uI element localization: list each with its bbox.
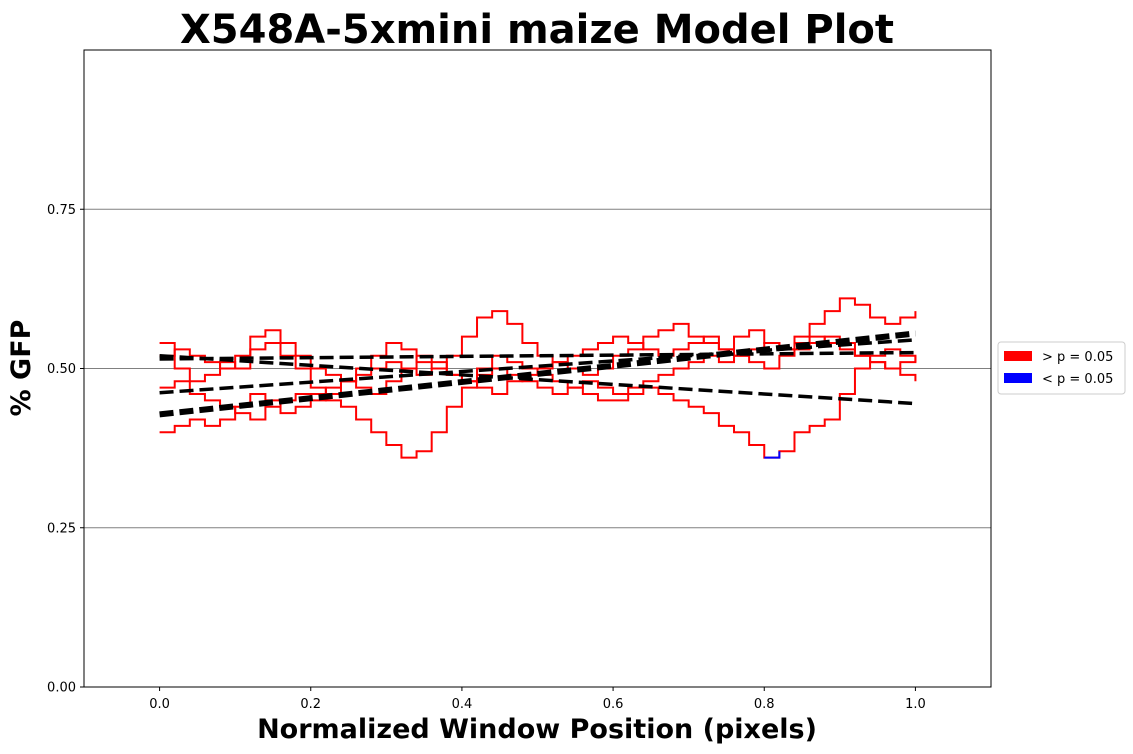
x-tick-label-5: 1.0	[905, 697, 926, 712]
fit-line-3	[159, 330, 916, 418]
legend-label-significant: < p = 0.05	[1042, 372, 1113, 387]
chart-title: X548A-5xmini maize Model Plot	[180, 7, 894, 53]
y-tick-label-2: 0.50	[47, 362, 76, 377]
fit-layer	[159, 330, 916, 418]
legend: > p = 0.05 < p = 0.05	[997, 341, 1126, 395]
legend-swatch-significant	[1004, 373, 1032, 383]
x-tick-label-0: 0.0	[149, 697, 170, 712]
legend-swatch-not-significant	[1004, 351, 1032, 361]
y-tick-label-3: 0.75	[47, 203, 76, 218]
fit-line-1	[159, 350, 916, 361]
x-tick-label-1: 0.2	[300, 697, 321, 712]
legend-label-not-significant: > p = 0.05	[1042, 350, 1113, 365]
x-tick-label-3: 0.6	[603, 697, 624, 712]
y-axis-label: % GFP	[6, 320, 37, 417]
y-tick-label-0: 0.00	[47, 681, 76, 696]
x-axis-label: Normalized Window Position (pixels)	[257, 714, 817, 745]
series-layer	[159, 297, 917, 459]
fit-line-0	[159, 354, 916, 406]
significant-segment-0-0	[764, 451, 781, 459]
tick-layer: 0.0 0.2 0.4 0.6 0.8 1.0 0.00 0.25 0.50 0.75	[47, 203, 926, 712]
series-line-1	[159, 297, 917, 434]
y-tick-label-1: 0.25	[47, 521, 76, 536]
series-line-3	[159, 329, 917, 395]
x-tick-label-2: 0.4	[452, 697, 473, 712]
x-tick-label-4: 0.8	[754, 697, 775, 712]
